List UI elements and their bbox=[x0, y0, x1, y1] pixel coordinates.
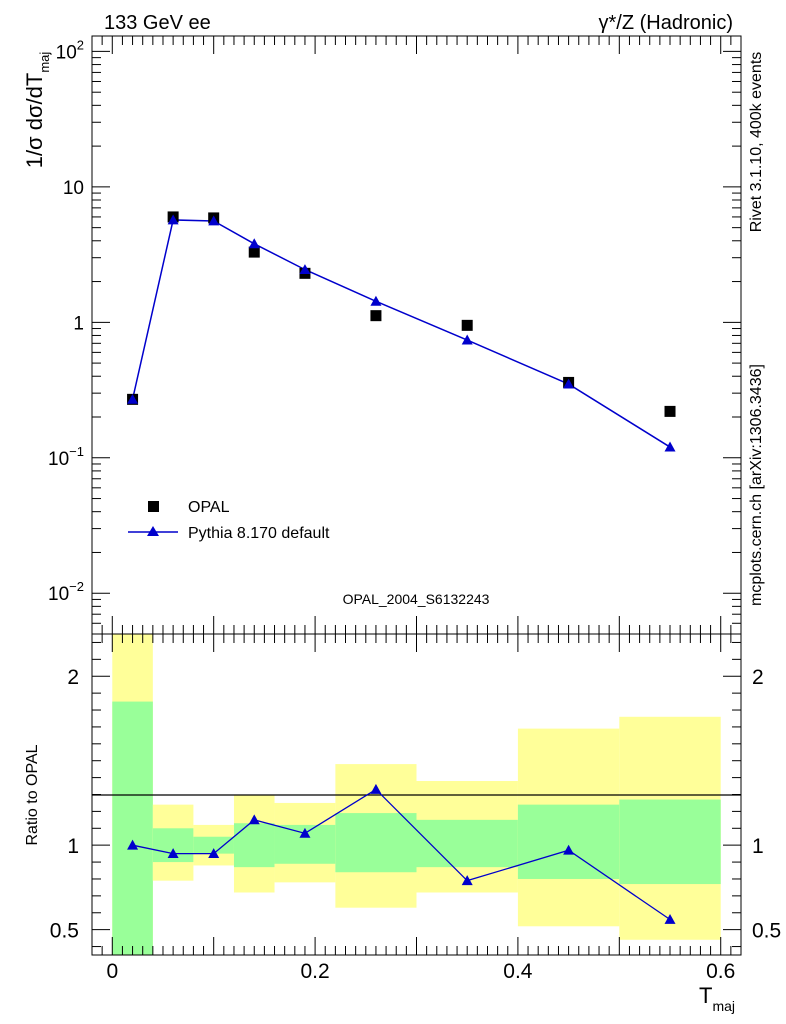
ratio-panel-frame bbox=[91, 633, 742, 956]
mc-point bbox=[370, 295, 382, 306]
opal-data-point bbox=[370, 310, 382, 322]
ratio-y-tick-label-right: 2 bbox=[752, 666, 764, 689]
x-axis-label: Tmaj bbox=[699, 983, 735, 1014]
ratio-y-tick-label-right: 1 bbox=[752, 835, 764, 858]
ratio-band-inner bbox=[335, 813, 417, 873]
mc-point bbox=[664, 441, 676, 452]
ratio-mc-point bbox=[167, 848, 179, 859]
ratio-band-inner bbox=[416, 819, 518, 868]
mc-point bbox=[167, 214, 179, 225]
y-tick-label: 10−1 bbox=[48, 444, 84, 470]
ratio-band-inner bbox=[233, 823, 275, 868]
ratio-y-tick-label-left: 0.5 bbox=[50, 920, 79, 943]
mc-point bbox=[563, 378, 575, 389]
ratio-y-tick-label-left: 1 bbox=[67, 835, 79, 858]
legend-opal-marker bbox=[148, 501, 159, 512]
process-label: γ*/Z (Hadronic) bbox=[599, 12, 733, 34]
analysis-watermark: OPAL_2004_S6132243 bbox=[343, 591, 490, 607]
y-tick-label: 102 bbox=[56, 37, 84, 63]
ratio-uncertainty-bands bbox=[112, 634, 721, 955]
x-tick-label: 0.2 bbox=[300, 960, 329, 983]
legend-opal-label: OPAL bbox=[188, 499, 230, 516]
energy-label: 133 GeV ee bbox=[104, 12, 211, 34]
ratio-mc-point bbox=[461, 875, 473, 886]
mc-point bbox=[461, 334, 473, 345]
legend: OPAL Pythia 8.170 default bbox=[128, 499, 330, 542]
legend-mc-label: Pythia 8.170 default bbox=[188, 525, 330, 542]
mc-point bbox=[248, 238, 260, 249]
ratio-band-inner bbox=[193, 836, 234, 854]
x-tick-label: 0.4 bbox=[503, 960, 533, 983]
ratio-mc-point bbox=[299, 827, 311, 838]
ratio-mc-point bbox=[563, 844, 575, 855]
ratio-band-inner bbox=[517, 804, 620, 879]
ratio-axis-ticks: 0.5 0.5 1 1 2 2 0 0.2 0.4 0.6 bbox=[50, 634, 781, 983]
mc-point bbox=[208, 215, 220, 226]
opal-data-point bbox=[461, 319, 473, 331]
legend-mc-marker bbox=[147, 526, 159, 536]
ratio-mc-point bbox=[208, 848, 220, 859]
ratio-band-inner bbox=[619, 799, 721, 885]
x-tick-label: 0.6 bbox=[706, 960, 735, 983]
ratio-mc-point bbox=[248, 814, 260, 825]
main-series-layer bbox=[127, 211, 676, 452]
mc-point bbox=[299, 264, 311, 275]
x-tick-label: 0 bbox=[106, 960, 118, 983]
ratio-ylabel: Ratio to OPAL bbox=[24, 744, 41, 845]
svg-text:1/σ dσ/dTmaj: 1/σ dσ/dTmaj bbox=[22, 52, 52, 169]
ratio-mc-point bbox=[127, 839, 139, 850]
ratio-series-layer bbox=[127, 783, 676, 924]
mc-point bbox=[127, 393, 139, 404]
ratio-y-tick-label-right: 0.5 bbox=[752, 920, 781, 943]
opal-data-point bbox=[248, 246, 260, 258]
y-tick-label: 10 bbox=[63, 178, 84, 199]
y-tick-label: 1 bbox=[73, 313, 84, 334]
mcplots-label: mcplots.cern.ch [arXiv:1306.3436] bbox=[748, 364, 765, 606]
y-tick-label: 10−2 bbox=[48, 579, 84, 605]
ratio-mc-point bbox=[664, 914, 676, 924]
mc-line bbox=[131, 219, 671, 448]
main-axis-ticks: 10−2 10−1 1 10 102 bbox=[48, 36, 742, 635]
opal-data-point bbox=[664, 405, 676, 417]
ratio-y-tick-label-left: 2 bbox=[67, 666, 79, 689]
main-panel-frame bbox=[91, 35, 742, 635]
rivet-version-label: Rivet 3.1.10, 400k events bbox=[748, 52, 765, 233]
ratio-mc-point bbox=[370, 783, 382, 794]
main-ylabel: 1/σ dσ/dTmaj bbox=[22, 52, 52, 169]
ratio-band-inner bbox=[112, 701, 153, 955]
